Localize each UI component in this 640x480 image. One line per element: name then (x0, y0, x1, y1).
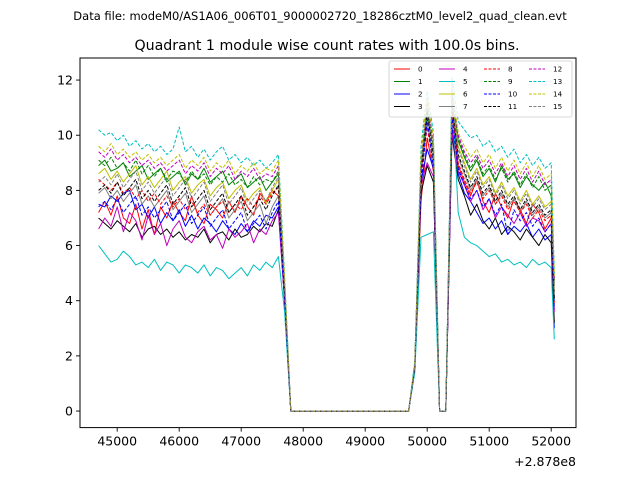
x-tick-label: 48000 (283, 434, 323, 449)
legend-label-8: 8 (508, 65, 513, 74)
legend-label-6: 6 (463, 90, 468, 99)
chart-title: Quadrant 1 module wise count rates with … (134, 38, 519, 54)
x-axis: 45000 46000 47000 48000 49000 50000 51000 52000 (97, 427, 571, 449)
y-axis: 0 2 4 6 8 10 12 (57, 73, 80, 419)
x-tick-label: 50000 (407, 434, 447, 449)
series-line-4 (98, 132, 555, 412)
x-offset-label: +2.878e8 (514, 454, 576, 469)
y-tick-label: 4 (65, 293, 73, 308)
legend-label-11: 11 (508, 102, 517, 111)
legend-label-0: 0 (418, 65, 423, 74)
x-tick-label: 45000 (97, 434, 137, 449)
legend-box (388, 60, 573, 118)
y-tick-label: 6 (65, 238, 73, 253)
series-line-8 (98, 109, 555, 412)
legend-label-1: 1 (418, 77, 423, 86)
legend-label-13: 13 (553, 77, 562, 86)
legend-label-3: 3 (418, 102, 423, 111)
y-tick-label: 12 (57, 73, 73, 88)
y-tick-label: 2 (65, 348, 73, 363)
series-line-14 (98, 87, 555, 412)
x-tick-label: 46000 (159, 434, 199, 449)
series-line-7 (98, 107, 555, 412)
legend-label-4: 4 (463, 65, 468, 74)
series-line-11 (98, 104, 555, 412)
y-tick-label: 8 (65, 183, 73, 198)
x-tick-label: 51000 (469, 434, 509, 449)
series-line-5 (98, 85, 555, 412)
axes-frame (79, 57, 577, 429)
chart-suptitle: Data file: modeM0/AS1A06_006T01_90000027… (73, 9, 567, 23)
legend-label-9: 9 (508, 77, 513, 86)
series-line-12 (98, 90, 555, 412)
series-line-10 (98, 115, 555, 412)
series-layer (98, 76, 555, 412)
legend-label-15: 15 (553, 102, 562, 111)
series-line-1 (98, 98, 555, 412)
legend-label-10: 10 (508, 90, 518, 99)
x-tick-label: 49000 (345, 434, 385, 449)
y-tick-label: 10 (57, 128, 73, 143)
legend-label-12: 12 (553, 65, 562, 74)
y-tick-label: 0 (65, 404, 73, 419)
x-tick-label: 52000 (531, 434, 571, 449)
series-line-15 (98, 98, 555, 412)
legend-label-7: 7 (463, 102, 468, 111)
x-tick-label: 47000 (221, 434, 261, 449)
legend-label-5: 5 (463, 77, 468, 86)
series-line-9 (98, 93, 555, 412)
series-line-3 (98, 134, 555, 412)
legend-label-2: 2 (418, 90, 423, 99)
legend-label-14: 14 (553, 90, 563, 99)
